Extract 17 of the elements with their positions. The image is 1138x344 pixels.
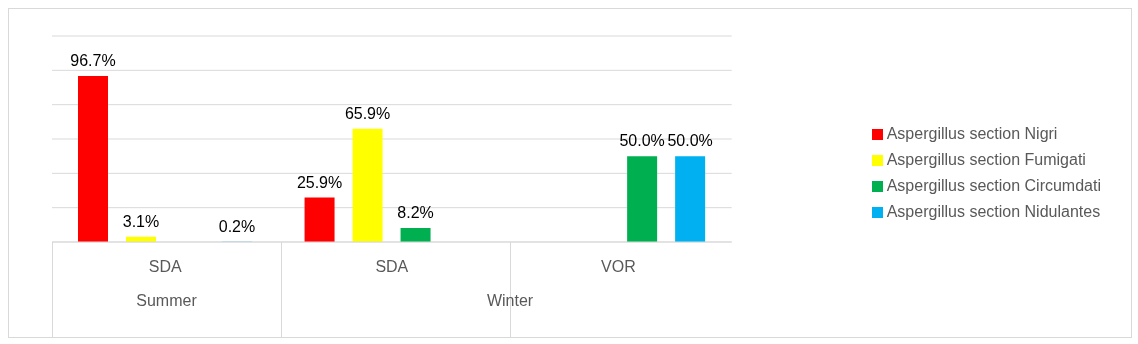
data-label: 25.9% — [296, 173, 343, 191]
data-label: 65.9% — [344, 104, 391, 122]
data-label: 96.7% — [70, 52, 116, 69]
legend-label: Aspergillus section Fumigati — [886, 151, 1086, 168]
data-label: 3.1% — [122, 212, 160, 230]
x-tick-label: SDA — [148, 258, 183, 275]
data-label: 8.2% — [397, 203, 434, 221]
data-label: 0.2% — [218, 217, 256, 235]
legend-label: Aspergillus section Circumdati — [886, 177, 1101, 194]
data-label: 50.0% — [667, 132, 713, 150]
x-tick-label: SDA — [375, 258, 409, 275]
x-tick-label: VOR — [601, 258, 636, 275]
text: Summer — [135, 292, 198, 310]
text: Winter — [485, 292, 535, 310]
legend-label: Aspergillus section Nigri — [886, 125, 1058, 142]
legend-label: Aspergillus section Nidulantes — [886, 203, 1101, 220]
data-label: 50.0% — [619, 132, 665, 150]
